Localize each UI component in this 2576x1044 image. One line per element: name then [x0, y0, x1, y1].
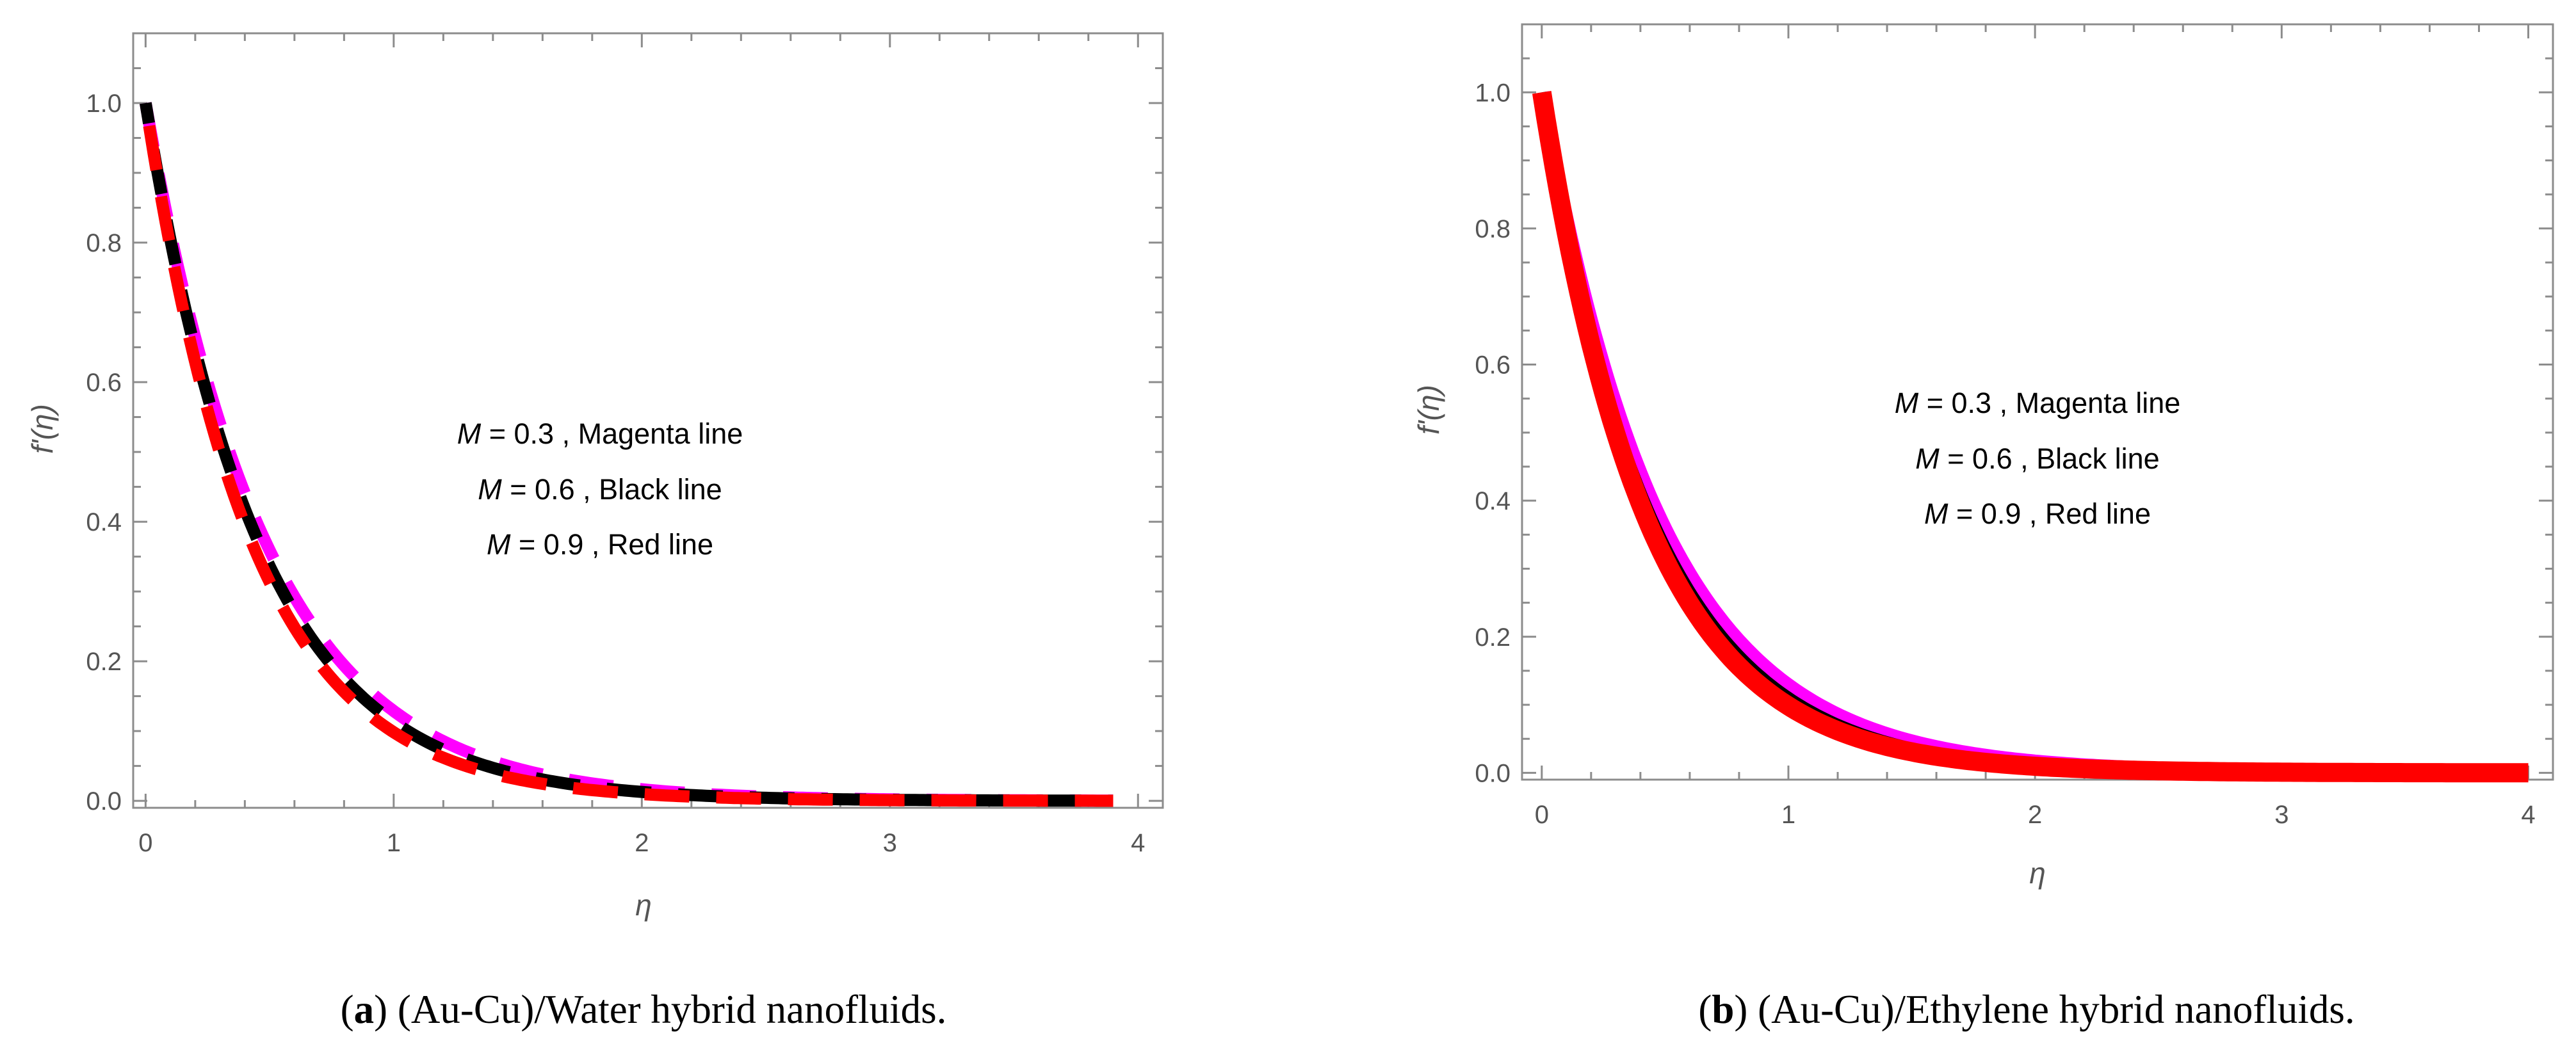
caption-a: (a) (Au-Cu)/Water hybrid nanofluids.: [341, 987, 947, 1032]
y-tick-label: 0.8: [1475, 215, 1511, 243]
y-tick-label: 0.0: [86, 787, 122, 815]
x-axis-label: η: [635, 888, 652, 922]
line-m-0-9-a: [140, 102, 1115, 807]
y-tick-label: 0.6: [1475, 351, 1511, 380]
annotation-block-a: M = 0.3 , Magenta line M = 0.6 , Black l…: [457, 417, 743, 561]
annotation-line: M = 0.3 , Magenta line: [457, 417, 743, 450]
series-layer-b: [1532, 90, 2534, 783]
y-tick-label: 0.0: [1475, 759, 1511, 787]
panel-b: 0 1 2 3 4 0.0 0.2 0.4 0.6 0.8 1.0 η f'(η…: [1412, 23, 2554, 1032]
line-m-0-6-b: [1537, 92, 2529, 778]
y-tick-label: 1.0: [86, 90, 122, 118]
x-tick-label: 0: [138, 829, 152, 857]
series-layer-a: [140, 102, 1115, 807]
x-tick-label: 1: [1781, 801, 1795, 829]
y-axis-label: f'(η): [26, 404, 59, 454]
x-tick-label: 2: [635, 829, 649, 857]
y-tick-label: 0.6: [86, 369, 122, 397]
annotation-line: M = 0.6 , Black line: [478, 473, 722, 506]
y-tick-label: 0.2: [86, 648, 122, 676]
annotation-line: M = 0.3 , Magenta line: [1895, 387, 2181, 419]
x-tick-label: 3: [2274, 801, 2288, 829]
annotation-line: M = 0.6 , Black line: [1915, 442, 2159, 475]
x-tick-label: 4: [2521, 801, 2535, 829]
line-m-0-3-b: [1534, 91, 2532, 780]
x-tick-label: 1: [387, 829, 401, 857]
line-m-0-6-a: [140, 102, 1115, 807]
x-tick-label: 4: [1131, 829, 1145, 857]
annotation-line: M = 0.9 , Red line: [1924, 497, 2151, 530]
plot-frame-a: [132, 32, 1164, 809]
plot-frame-b: [1521, 23, 2554, 781]
caption-b: (b) (Au-Cu)/Ethylene hybrid nanofluids.: [1698, 987, 2354, 1032]
y-tick-label: 0.4: [86, 508, 122, 536]
annotation-line: M = 0.9 , Red line: [487, 528, 713, 561]
x-tick-label: 3: [883, 829, 897, 857]
y-axis-label: f'(η): [1412, 385, 1445, 435]
annotation-block-b: M = 0.3 , Magenta line M = 0.6 , Black l…: [1895, 387, 2181, 530]
y-tick-label: 1.0: [1475, 79, 1511, 107]
line-m-0-3-a: [140, 102, 1115, 807]
x-axis-label: η: [2029, 856, 2046, 890]
panel-a: 0 1 2 3 4 0.0 0.2 0.4 0.6 0.8 1.0 η f'(η…: [26, 32, 1164, 1032]
y-tick-label: 0.4: [1475, 487, 1511, 515]
x-tick-label: 2: [2028, 801, 2042, 829]
y-tick-label: 0.8: [86, 229, 122, 257]
x-tick-label: 0: [1535, 801, 1549, 829]
y-tick-label: 0.2: [1475, 623, 1511, 652]
line-m-0-9-b: [1532, 90, 2534, 783]
